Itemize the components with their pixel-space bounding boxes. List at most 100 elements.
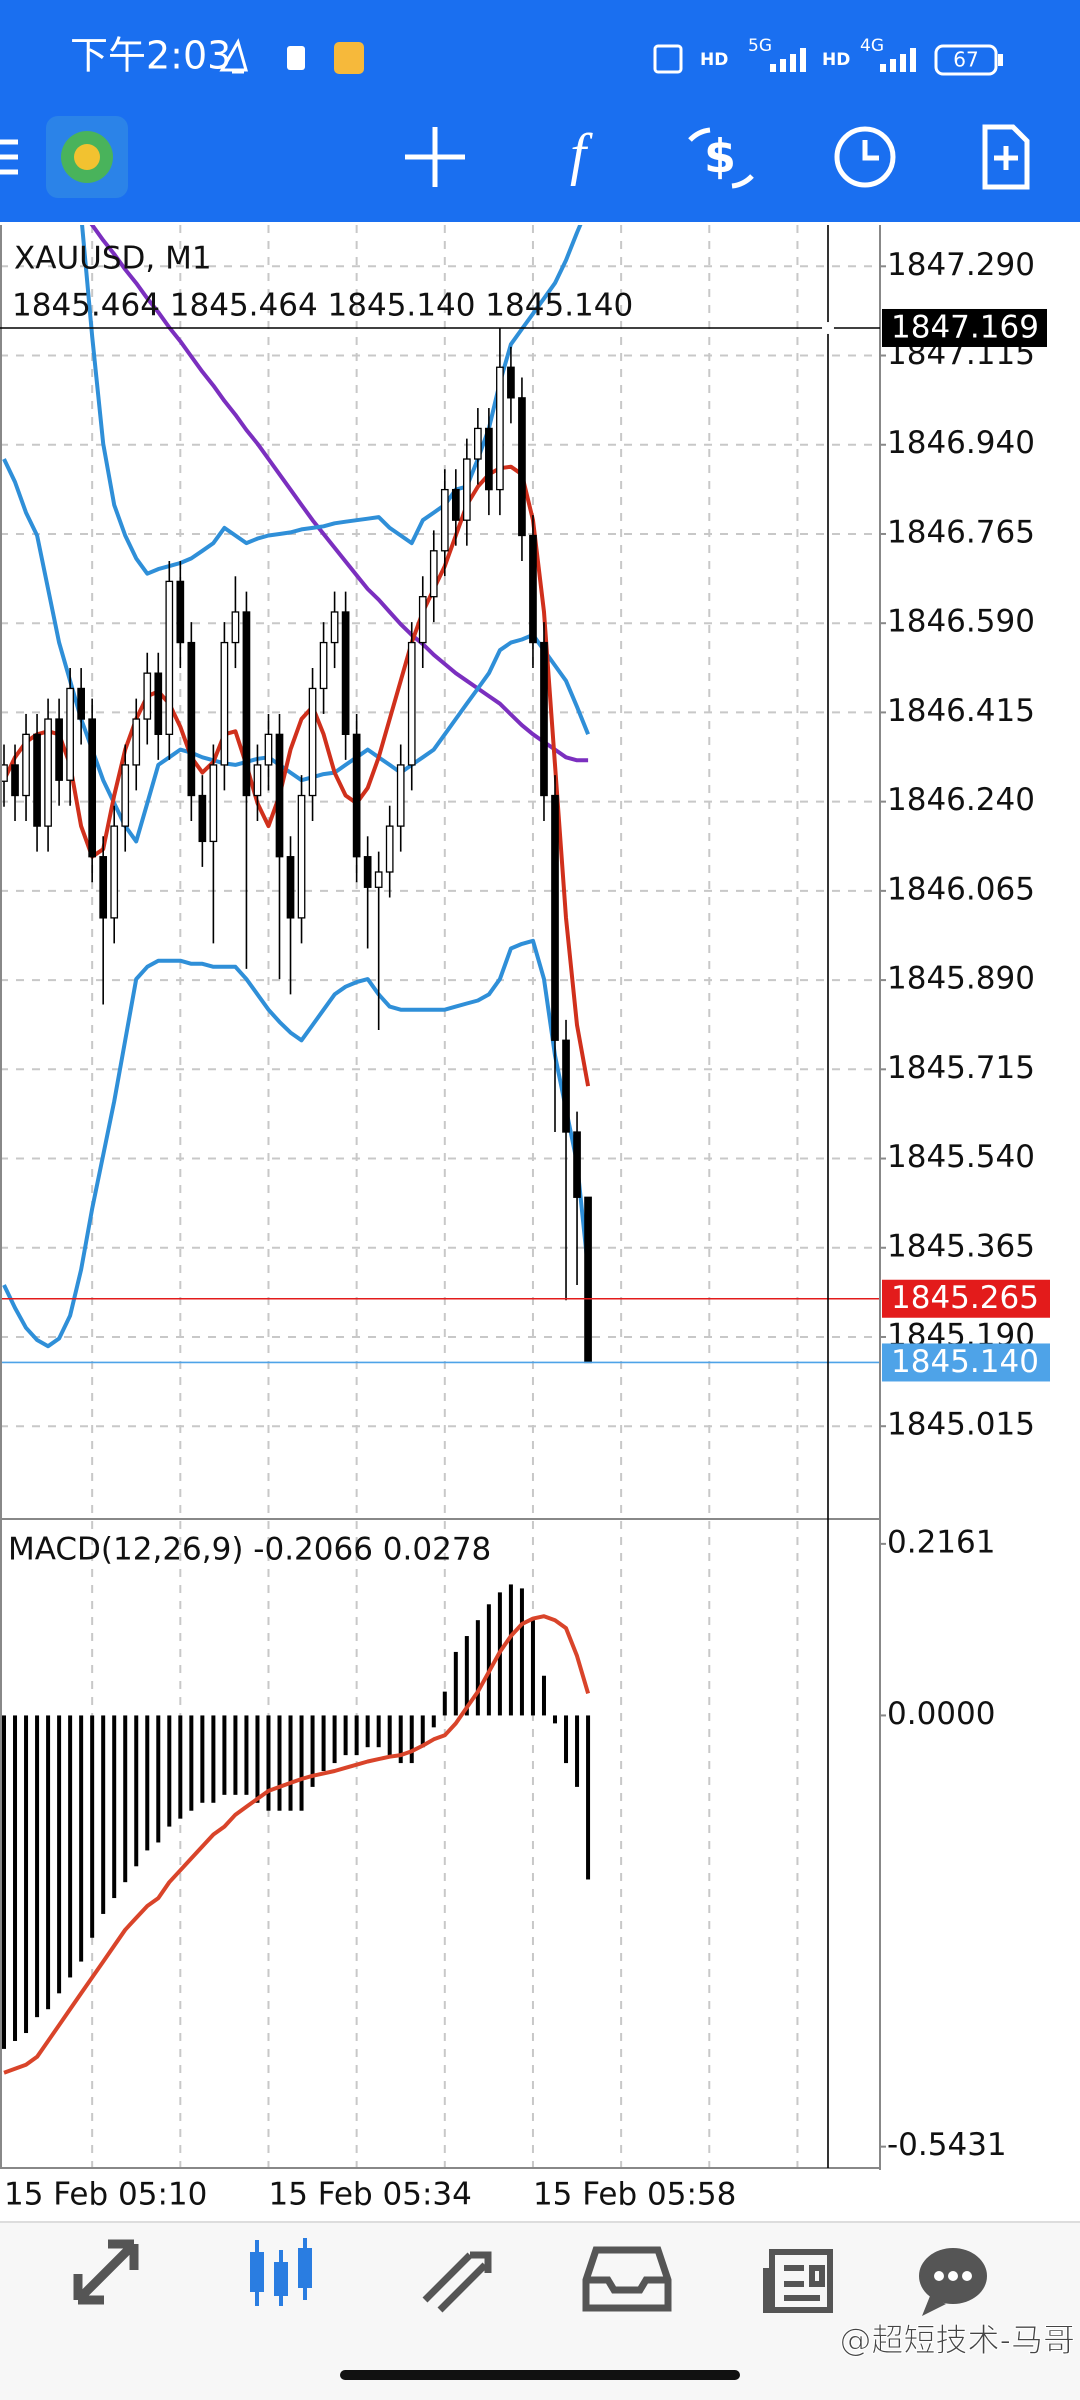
price-label: 1845.140 <box>891 1344 1039 1380</box>
macd-bar <box>277 1715 282 1811</box>
candle-body <box>132 718 141 766</box>
candle-body <box>297 794 306 919</box>
chat-dot <box>934 2271 944 2281</box>
candle-body <box>551 794 559 1041</box>
macd-bar <box>431 1715 436 1728</box>
macd-bar <box>255 1715 260 1803</box>
nav-quotes[interactable] <box>73 2239 139 2305</box>
candle-body <box>44 718 52 827</box>
chat-dot <box>948 2271 958 2281</box>
clock-hands <box>862 140 879 161</box>
signal-icon <box>880 48 916 72</box>
chat-tail <box>922 2296 946 2316</box>
candle-body <box>308 687 317 797</box>
candle-body <box>55 718 63 781</box>
y-tick-label: 1846.065 <box>887 871 1035 907</box>
symbols-button[interactable]: $ <box>704 130 736 184</box>
price-label: 1845.265 <box>891 1280 1039 1316</box>
candle-body <box>385 825 394 873</box>
nav-news[interactable] <box>763 2249 833 2313</box>
quotes-icon <box>73 2239 139 2305</box>
macd-bar <box>200 1715 205 1803</box>
candle-body <box>330 611 339 644</box>
menu-button[interactable] <box>0 139 18 175</box>
crosshair-dot <box>822 321 834 334</box>
candle-body <box>418 596 427 644</box>
news-icon <box>763 2249 833 2313</box>
macd-bar <box>35 1715 40 2018</box>
macd-bar <box>167 1715 172 1827</box>
network-label: 4G <box>860 36 884 56</box>
chart-title: XAUUSD, M1 <box>14 241 212 277</box>
macd-bar <box>519 1588 524 1716</box>
ohlc-info: 1845.464 1845.464 1845.140 1845.140 <box>12 288 633 324</box>
macd-bar <box>13 1715 18 2041</box>
candle-body <box>363 856 372 888</box>
y-tick-label: 0.2161 <box>887 1524 995 1560</box>
nav-trade[interactable] <box>422 2251 492 2313</box>
macd-bar <box>211 1715 216 1803</box>
y-tick-label: 0.0000 <box>887 1696 995 1732</box>
macd-bar <box>420 1715 425 1748</box>
candle-body <box>198 794 207 843</box>
x-tick-label: 15 Feb 05:10 <box>4 2177 207 2213</box>
network-label: HD <box>822 50 850 70</box>
macd-bar <box>475 1620 480 1716</box>
y-tick-label: 1845.540 <box>887 1139 1035 1175</box>
macd-bar <box>222 1715 227 1795</box>
candle-body <box>275 733 284 858</box>
macd-bar <box>365 1715 370 1748</box>
candle-body <box>110 825 119 919</box>
y-tick-label: 1846.240 <box>887 782 1035 818</box>
candle-body <box>341 611 350 735</box>
battery-level: 67 <box>953 48 978 72</box>
nav-messages[interactable] <box>919 2248 987 2316</box>
macd-bar <box>123 1715 128 1883</box>
macd-bar <box>321 1715 326 1772</box>
candle-body <box>209 764 218 843</box>
indicator-line <box>80 225 583 576</box>
nav-chart[interactable] <box>250 2238 312 2306</box>
timeframe-button[interactable] <box>834 126 896 188</box>
macd-bar <box>553 1715 557 1724</box>
macd-bar <box>387 1715 392 1756</box>
macd-bar <box>586 1715 591 1880</box>
candle-body <box>77 687 85 720</box>
y-tick-label: 1845.715 <box>887 1050 1035 1086</box>
network-label: HD <box>700 50 728 70</box>
candle-body <box>440 488 449 552</box>
y-tick-label: 1846.415 <box>887 693 1035 729</box>
chat-dot <box>962 2271 972 2281</box>
macd-bar <box>376 1715 381 1748</box>
candle-body <box>154 672 163 735</box>
app-logo-mark <box>74 144 100 170</box>
signal-icon <box>770 48 806 72</box>
candle-body <box>143 672 152 720</box>
candle-body <box>220 641 229 766</box>
crosshair-label: 1847.169 <box>891 309 1039 345</box>
candle-body <box>231 611 240 644</box>
symbols-button-arrows <box>688 127 754 189</box>
candle-body <box>319 641 328 690</box>
candle-body <box>187 641 196 797</box>
indicator-line <box>2 938 591 1349</box>
macd-bar <box>299 1715 304 1811</box>
y-tick-label: 1845.365 <box>887 1228 1035 1264</box>
macd-bar <box>508 1584 513 1716</box>
crosshair-button[interactable] <box>405 127 465 187</box>
candle-body <box>286 856 295 919</box>
candle-body <box>165 580 174 735</box>
candle-body <box>33 733 41 827</box>
macd-bar <box>266 1715 271 1811</box>
nav-history[interactable] <box>582 2246 672 2312</box>
y-tick-label: -0.5431 <box>887 2127 1007 2163</box>
macd-bar <box>57 1715 62 1994</box>
macd-bar <box>233 1715 238 1795</box>
new-order-button[interactable] <box>982 124 1030 190</box>
notif-icon <box>334 42 364 74</box>
macd-bar <box>310 1715 315 1787</box>
macd-title: MACD(12,26,9) -0.2066 0.0278 <box>8 1532 491 1568</box>
candle-body <box>529 534 537 644</box>
notif-icon <box>287 46 305 70</box>
candle-body <box>22 733 30 797</box>
